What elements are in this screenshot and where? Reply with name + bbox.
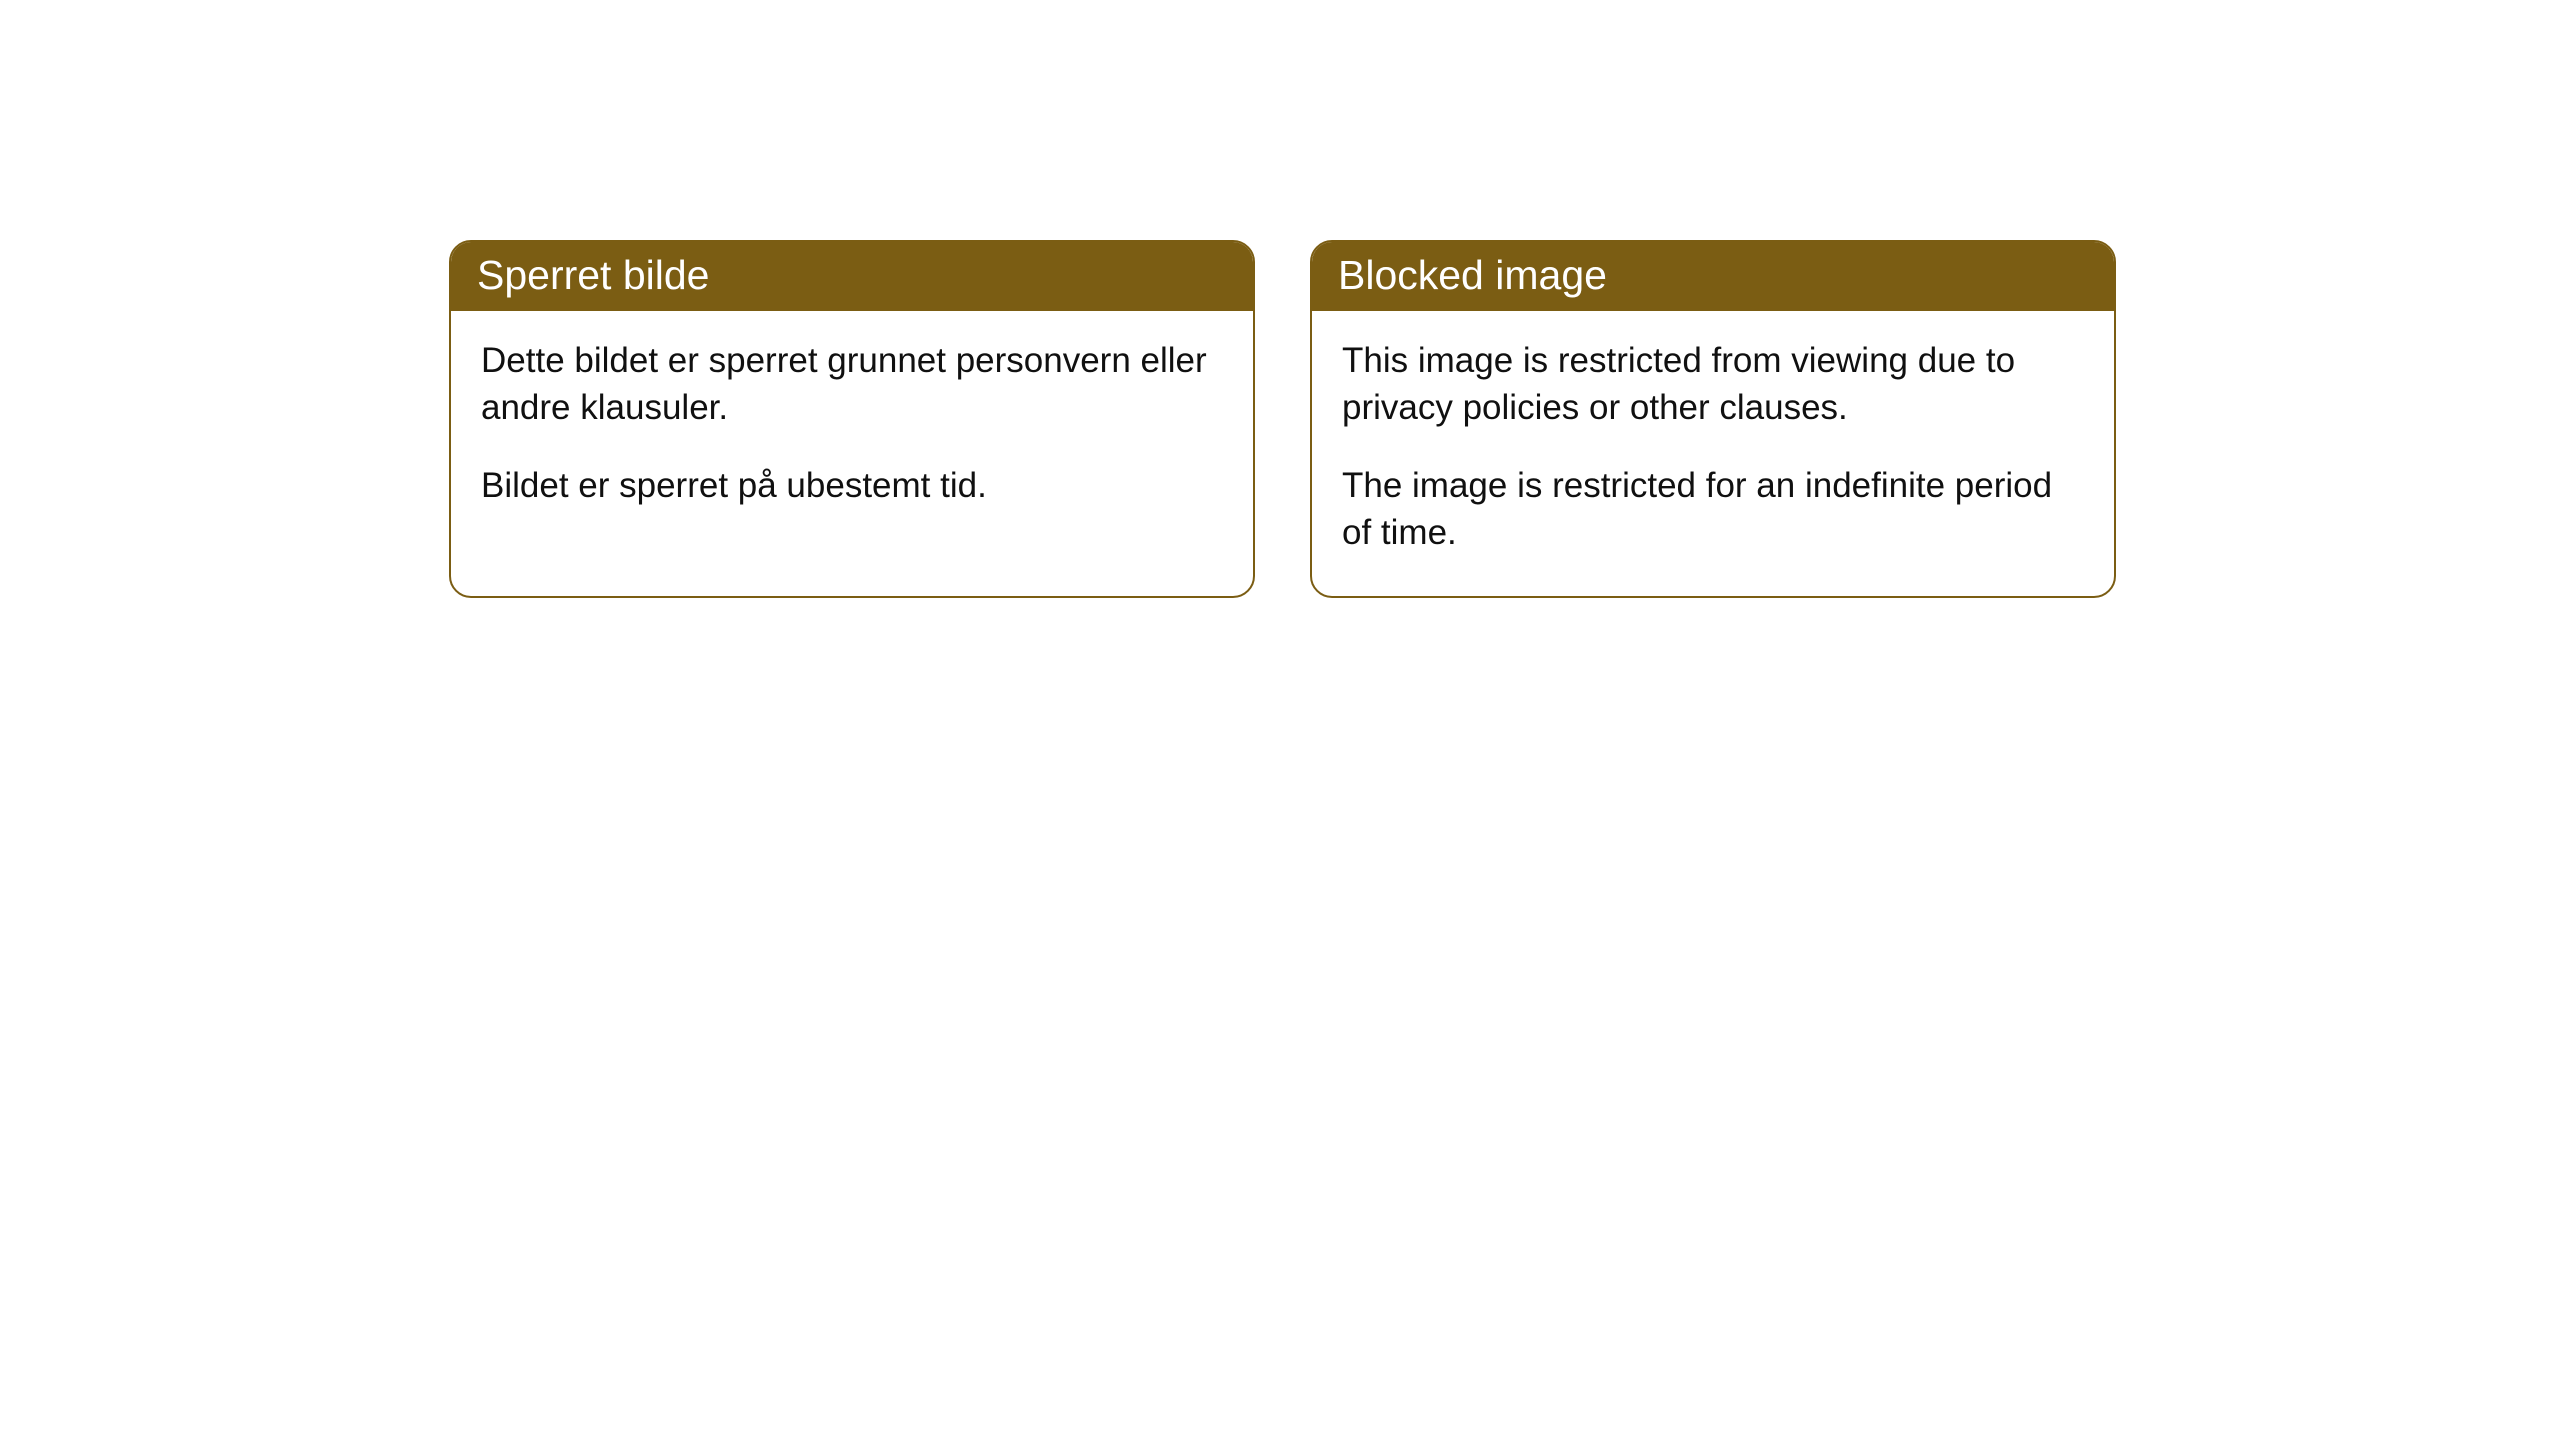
card-header-en: Blocked image — [1312, 242, 2114, 311]
card-para1-no: Dette bildet er sperret grunnet personve… — [481, 337, 1223, 432]
card-title-no: Sperret bilde — [477, 252, 709, 298]
card-title-en: Blocked image — [1338, 252, 1607, 298]
notice-cards-container: Sperret bilde Dette bildet er sperret gr… — [0, 0, 2560, 598]
card-header-no: Sperret bilde — [451, 242, 1253, 311]
card-body-en: This image is restricted from viewing du… — [1312, 311, 2114, 596]
card-para2-no: Bildet er sperret på ubestemt tid. — [481, 462, 1223, 509]
card-body-no: Dette bildet er sperret grunnet personve… — [451, 311, 1253, 549]
card-para1-en: This image is restricted from viewing du… — [1342, 337, 2084, 432]
card-para2-en: The image is restricted for an indefinit… — [1342, 462, 2084, 557]
blocked-image-card-en: Blocked image This image is restricted f… — [1310, 240, 2116, 598]
blocked-image-card-no: Sperret bilde Dette bildet er sperret gr… — [449, 240, 1255, 598]
